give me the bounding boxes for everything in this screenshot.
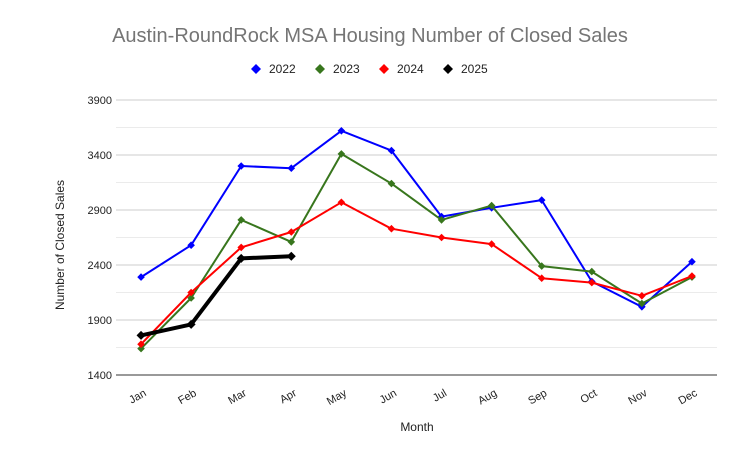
data-point xyxy=(638,292,646,300)
x-tick-label: Jun xyxy=(378,387,399,406)
x-tick-label: Feb xyxy=(176,387,198,407)
grid-lines xyxy=(116,99,717,376)
data-point xyxy=(337,150,346,158)
x-tick-label: Jan xyxy=(127,387,148,406)
data-point xyxy=(487,201,496,210)
data-point xyxy=(237,216,246,224)
data-point xyxy=(236,253,246,263)
data-point xyxy=(187,294,195,302)
data-point xyxy=(136,330,146,340)
legend-label: 2023 xyxy=(333,62,360,76)
data-point xyxy=(537,196,546,204)
data-point xyxy=(287,228,296,236)
x-tick-label: Jul xyxy=(431,387,449,404)
x-tick-label: Oct xyxy=(578,387,599,406)
data-point xyxy=(137,340,145,348)
x-tick-label: Dec xyxy=(677,387,700,407)
legend-marker xyxy=(315,64,325,74)
y-tick-label: 3900 xyxy=(88,95,112,107)
data-point xyxy=(187,288,195,297)
data-point xyxy=(137,273,145,281)
legend-marker xyxy=(379,64,389,74)
data-point xyxy=(287,238,296,246)
data-point xyxy=(688,272,696,280)
series-line-2025 xyxy=(140,254,292,338)
y-tick-label: 2400 xyxy=(88,260,112,272)
x-tick-label: Mar xyxy=(226,387,249,407)
data-point xyxy=(137,344,145,353)
data-point xyxy=(187,241,195,249)
series-2024 xyxy=(137,198,696,348)
x-tick-label: Sep xyxy=(526,387,549,407)
x-tick-label: Nov xyxy=(626,387,649,407)
series-layer xyxy=(136,127,696,353)
series-2025 xyxy=(136,251,296,340)
legend-item-2023: 2023 xyxy=(315,62,360,76)
x-tick-label: May xyxy=(325,387,349,408)
x-tick-label: Apr xyxy=(278,387,299,406)
y-axis-label: Number of Closed Sales xyxy=(53,180,67,310)
data-point xyxy=(537,274,546,282)
data-point xyxy=(337,198,346,207)
data-point xyxy=(387,146,396,155)
legend-item-2022: 2022 xyxy=(251,62,296,76)
data-point xyxy=(387,179,396,188)
data-point xyxy=(286,251,296,261)
x-tick-label: Aug xyxy=(476,387,499,407)
legend-marker xyxy=(443,64,453,74)
series-line-2023 xyxy=(140,152,693,350)
legend: 2022 2023 2024 2025 xyxy=(251,62,488,76)
data-point xyxy=(437,216,446,224)
legend-item-2024: 2024 xyxy=(379,62,424,76)
data-point xyxy=(437,233,446,242)
x-axis-label: Month xyxy=(400,420,433,434)
data-point xyxy=(287,164,296,172)
legend-label: 2025 xyxy=(461,62,488,76)
data-point xyxy=(638,299,646,308)
y-tick-label: 1900 xyxy=(88,315,112,327)
data-point xyxy=(186,319,196,329)
y-tick-label: 2900 xyxy=(88,205,112,217)
legend-label: 2022 xyxy=(269,62,296,76)
data-point xyxy=(237,162,246,170)
data-point xyxy=(237,243,246,252)
legend-marker xyxy=(251,64,261,74)
series-line-2024 xyxy=(140,201,693,345)
data-point xyxy=(688,257,696,266)
data-point xyxy=(337,127,346,135)
data-point xyxy=(587,267,596,276)
data-point xyxy=(587,278,596,287)
data-point xyxy=(537,262,546,270)
y-axis-ticks: 1400 1900 2400 2900 3400 3900 xyxy=(88,95,112,382)
chart-title: Austin-RoundRock MSA Housing Number of C… xyxy=(112,25,628,47)
data-point xyxy=(487,240,496,248)
legend-item-2025: 2025 xyxy=(443,62,488,76)
x-axis-ticks: Jan Feb Mar Apr May Jun Jul Aug Sep Oct Nov Dec xyxy=(127,387,700,408)
data-point xyxy=(387,224,396,233)
legend-label: 2024 xyxy=(397,62,424,76)
y-tick-label: 3400 xyxy=(88,150,112,162)
y-tick-label: 1400 xyxy=(88,370,112,382)
series-2023 xyxy=(137,150,696,353)
